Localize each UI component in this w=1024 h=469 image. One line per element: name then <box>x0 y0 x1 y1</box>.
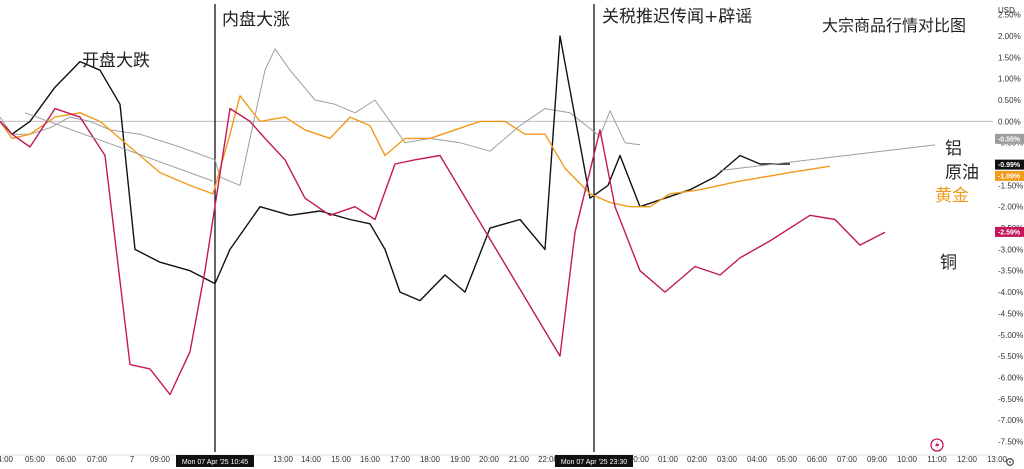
value-badge <box>995 170 1024 181</box>
series-name-label: 铜 <box>940 253 957 273</box>
x-tick-label: 03:00 <box>717 455 738 464</box>
x-tick-label: 12:00 <box>957 455 978 464</box>
trend-line-2 <box>719 144 936 171</box>
y-tick-label: 2.50% <box>998 11 1021 20</box>
value-badge-text: -1.09% <box>998 173 1021 180</box>
x-tick-label: 14:00 <box>301 455 322 464</box>
chart-title: 大宗商品行情对比图 <box>822 16 966 35</box>
x-axis: 04:00 05:00 06:00 07:00 7 09:00 10:00 13:00 14:0… <box>0 454 1008 467</box>
x-highlight-badge <box>555 455 633 467</box>
x-tick-label: 7 <box>130 455 135 464</box>
x-tick-label: 10:00 <box>897 455 918 464</box>
x-tick-label: 00:00 <box>629 455 650 464</box>
x-tick-label: 13:00 <box>987 455 1008 464</box>
x-tick-label: 20:00 <box>479 455 500 464</box>
y-tick-label: -3.00% <box>998 245 1023 254</box>
value-badge-text: -2.59% <box>998 229 1021 236</box>
x-highlight-badge <box>176 455 254 467</box>
x-tick-label: 22:00 <box>538 455 559 464</box>
y-tick-label: -6.50% <box>998 395 1023 404</box>
x-tick-label: 01:00 <box>658 455 679 464</box>
x-tick-label: 04:00 <box>747 455 768 464</box>
y-tick-label: -5.50% <box>998 352 1023 361</box>
y-tick-label: -4.00% <box>998 288 1023 297</box>
x-tick-label: 16:00 <box>360 455 381 464</box>
y-tick-label: -3.50% <box>998 267 1023 276</box>
x-tick-label: 21:00 <box>509 455 530 464</box>
y-tick-label: 2.00% <box>998 32 1021 41</box>
annotation-text: 关税推迟传闻+辟谣 <box>602 7 752 27</box>
series-line-1 <box>0 48 641 186</box>
x-tick-label: 15:00 <box>331 455 352 464</box>
x-tick-label: 06:00 <box>807 455 828 464</box>
settings-gear-icon[interactable] <box>1006 458 1014 466</box>
x-tick-label: 19:00 <box>450 455 471 464</box>
y-axis: 2.50%2.00%1.50%1.00%0.50%0.00%-0.50%-1.0… <box>998 11 1023 447</box>
y-tick-label: -4.50% <box>998 309 1023 318</box>
series-name-label: 原油 <box>945 163 979 183</box>
y-tick-label: -1.50% <box>998 181 1023 190</box>
y-tick-label: -7.50% <box>998 437 1023 446</box>
annotations: 开盘大跌 内盘大涨 关税推迟传闻+辟谣 <box>82 7 752 71</box>
unit-label: USD <box>998 6 1015 15</box>
value-badge <box>995 159 1024 170</box>
x-tick-label: 09:00 <box>150 455 171 464</box>
value-badge-text: -0.99% <box>998 162 1021 169</box>
x-tick-label: 17:00 <box>390 455 411 464</box>
annotation-text: 内盘大涨 <box>222 10 290 30</box>
x-tick-label: 18:00 <box>420 455 441 464</box>
y-tick-label: 0.00% <box>998 117 1021 126</box>
x-tick-label: 09:00 <box>867 455 888 464</box>
y-tick-label: -7.00% <box>998 416 1023 425</box>
x-tick-label: 07:00 <box>87 455 108 464</box>
series-name-label: 黄金 <box>935 186 969 206</box>
series-name-label: 铝 <box>945 139 962 159</box>
x-tick-label: 07:00 <box>837 455 858 464</box>
y-tick-label: 1.50% <box>998 53 1021 62</box>
series-line-2 <box>0 35 790 302</box>
x-tick-label: 13:00 <box>273 455 294 464</box>
x-tick-label: 04:00 <box>0 455 14 464</box>
x-tick-label: 06:00 <box>56 455 77 464</box>
trend-line-1 <box>24 112 214 182</box>
value-badge-text: -0.55% <box>998 136 1021 143</box>
series-line-3 <box>0 95 831 208</box>
lightning-icon[interactable] <box>930 438 944 452</box>
x-highlight-label: Mon 07 Apr '25 10:45 <box>182 459 248 466</box>
x-tick-label: 05:00 <box>25 455 46 464</box>
value-badge <box>995 133 1024 144</box>
y-tick-label: -5.00% <box>998 331 1023 340</box>
x-tick-label: 05:00 <box>777 455 798 464</box>
y-tick-label: -2.00% <box>998 203 1023 212</box>
x-highlight-label: Mon 07 Apr '25 23:30 <box>561 459 627 466</box>
y-tick-label: -6.00% <box>998 373 1023 382</box>
y-tick-label: 0.50% <box>998 96 1021 105</box>
annotation-text: 开盘大跌 <box>82 51 150 71</box>
x-tick-label: 02:00 <box>687 455 708 464</box>
x-tick-label: 11:00 <box>927 455 947 464</box>
series-layer <box>0 35 936 396</box>
value-badge <box>995 226 1024 237</box>
series-line-4 <box>0 107 886 396</box>
y-tick-label: 1.00% <box>998 75 1021 84</box>
